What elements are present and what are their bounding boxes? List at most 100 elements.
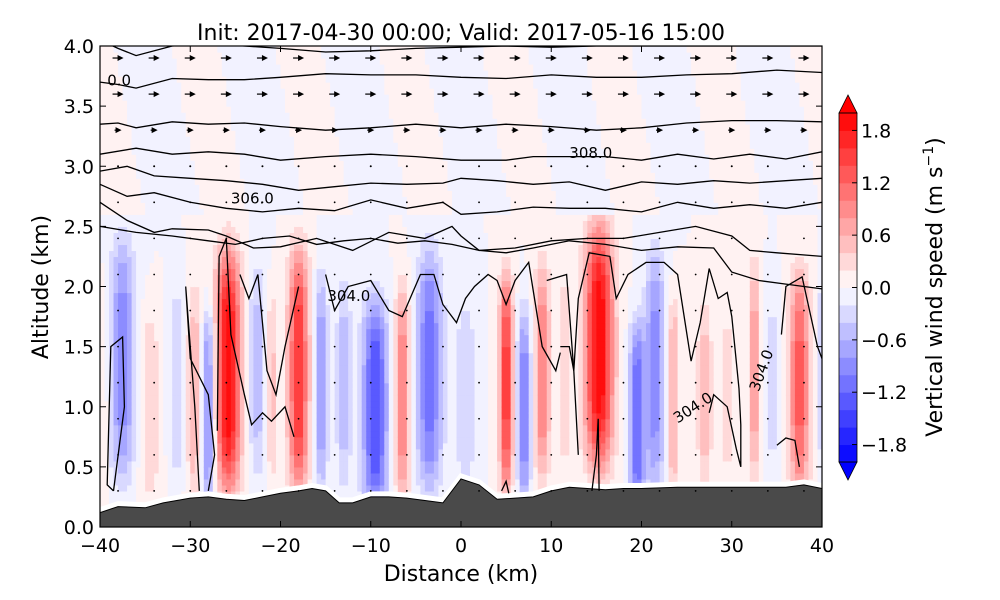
field-cell <box>235 184 241 191</box>
field-cell <box>257 322 264 330</box>
field-cell <box>266 358 273 366</box>
field-cell <box>181 448 187 456</box>
field-cell <box>239 238 245 246</box>
field-cell <box>127 394 133 402</box>
field-cell <box>285 418 291 426</box>
field-cell <box>253 424 259 432</box>
field-cell <box>321 112 327 119</box>
field-cell <box>343 328 349 336</box>
field-cell <box>122 346 128 354</box>
field-cell <box>136 322 142 330</box>
field-cell <box>339 142 345 149</box>
field-cell <box>312 382 318 390</box>
field-cell <box>104 442 110 450</box>
field-cell <box>348 430 354 438</box>
field-cell <box>217 436 223 444</box>
field-cell <box>163 460 169 468</box>
field-cell <box>334 88 340 95</box>
field-cell <box>230 100 236 107</box>
field-cell <box>280 154 286 161</box>
field-cell <box>312 304 318 312</box>
field-cell <box>172 208 178 215</box>
field-cell <box>118 364 124 372</box>
field-cell <box>140 184 146 191</box>
field-cell <box>330 442 336 450</box>
field-cell <box>136 172 142 179</box>
field-cell <box>163 310 169 318</box>
field-cell <box>104 262 110 270</box>
field-cell <box>275 370 282 378</box>
field-cell <box>185 154 191 161</box>
field-cell <box>271 100 277 107</box>
field-cell <box>230 454 236 462</box>
field-cell <box>275 238 282 246</box>
field-cell <box>226 148 232 155</box>
field-cell <box>140 484 146 492</box>
field-cell <box>285 166 291 173</box>
field-cell <box>118 424 124 432</box>
field-cell <box>316 136 322 143</box>
field-cell <box>330 202 336 209</box>
field-cell <box>208 448 214 456</box>
field-cell <box>104 178 110 185</box>
field-cell <box>226 226 232 233</box>
field-cell <box>167 166 173 173</box>
field-cell <box>163 130 169 137</box>
field-cell <box>370 400 376 408</box>
field-cell <box>203 238 209 246</box>
field-cell <box>194 382 200 390</box>
field-cell <box>280 280 286 288</box>
field-cell <box>285 178 291 185</box>
field-cell <box>262 400 268 408</box>
field-cell <box>140 106 146 113</box>
field-cell <box>312 178 318 185</box>
field-cell <box>235 154 241 161</box>
field-cell <box>122 46 128 53</box>
field-cell <box>339 376 345 384</box>
field-cell <box>294 70 300 77</box>
field-cell <box>163 364 169 372</box>
field-cell <box>339 334 345 342</box>
field-cell <box>131 208 137 215</box>
field-cell <box>109 430 115 438</box>
field-cell <box>199 214 205 221</box>
field-cell <box>321 76 327 83</box>
field-cell <box>145 148 151 155</box>
field-cell <box>330 430 336 438</box>
field-cell <box>266 220 273 227</box>
field-cell <box>244 340 250 348</box>
field-cell <box>226 412 232 420</box>
field-cell <box>343 334 349 342</box>
field-cell <box>122 118 128 125</box>
field-cell <box>113 346 119 354</box>
field-cell <box>172 280 178 288</box>
field-cell <box>294 184 300 191</box>
field-cell <box>190 244 196 252</box>
field-cell <box>343 376 349 384</box>
field-cell <box>257 94 264 101</box>
field-cell <box>154 196 160 203</box>
field-cell <box>208 316 214 324</box>
field-cell <box>334 376 340 384</box>
field-cell <box>330 346 336 354</box>
field-cell <box>266 322 273 330</box>
field-cell <box>100 220 106 227</box>
field-cell <box>226 394 232 402</box>
field-cell <box>244 406 250 414</box>
field-cell <box>375 334 381 342</box>
field-cell <box>325 46 331 53</box>
field-cell <box>113 262 119 270</box>
field-cell <box>235 172 241 179</box>
field-cell <box>221 274 227 282</box>
field-cell <box>325 220 331 227</box>
field-cell <box>271 124 277 131</box>
field-cell <box>104 76 110 83</box>
field-cell <box>330 436 336 444</box>
field-cell <box>294 82 300 89</box>
field-cell <box>271 316 277 324</box>
field-cell <box>257 280 264 288</box>
field-cell <box>307 364 313 372</box>
field-cell <box>343 232 349 239</box>
field-cell <box>280 190 286 197</box>
